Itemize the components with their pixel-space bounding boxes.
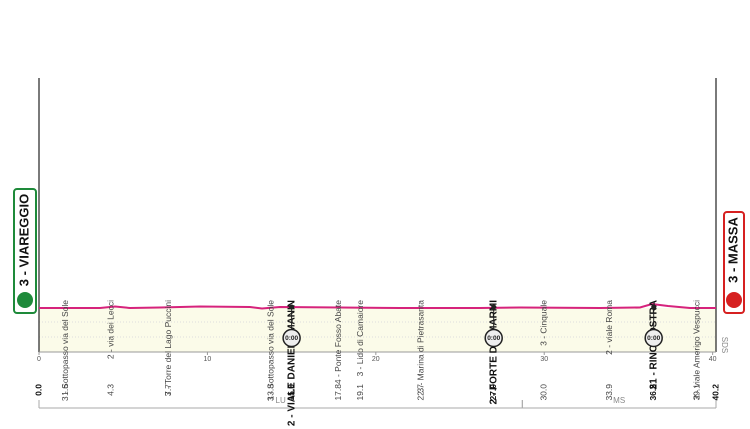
- waypoint-label: 3 - Cinquale: [538, 300, 548, 346]
- x-tick-label: 0: [37, 356, 41, 363]
- waypoint-label: 2 - VIALE DANIELE MANIN: [286, 300, 297, 426]
- km-label: 17.8: [333, 384, 343, 401]
- km-label: 33.9: [604, 384, 614, 401]
- km-label: 15.0: [286, 384, 296, 401]
- km-label: 1.6: [60, 384, 70, 396]
- timing-label: 0:00: [487, 335, 500, 342]
- waypoint-label: 3 - Lido di Camaiore: [355, 300, 365, 377]
- timing-icon: [282, 328, 301, 348]
- waypoint-label: 4 - Ponte Fosso Abate: [333, 300, 343, 384]
- km-label: 40.2: [710, 384, 720, 401]
- province-code: SDS: [720, 337, 729, 353]
- timing-icon: [644, 328, 663, 348]
- start-icon: [17, 292, 33, 308]
- km-label: 22.7: [416, 384, 426, 401]
- km-label: 13.8: [266, 384, 276, 401]
- waypoint-label: 2 - viale Roma: [604, 300, 614, 355]
- timing-point: [289, 304, 295, 310]
- x-tick-label: 40: [709, 356, 717, 363]
- x-tick-label: 30: [540, 356, 548, 363]
- x-tick-label: 20: [372, 356, 380, 363]
- waypoint-label: 3 - Sottopasso via del Sole: [60, 300, 70, 401]
- x-tick-label: 10: [204, 356, 212, 363]
- timing-label: 0:00: [647, 335, 660, 342]
- timing-label: 0:00: [285, 335, 298, 342]
- region-label: MS: [613, 396, 625, 405]
- km-label: 36.5: [648, 384, 658, 401]
- km-label: 30.0: [538, 384, 548, 401]
- waypoint-label: 3 - Marina di Pietrasanta: [416, 300, 426, 393]
- waypoint-label: 2 - FORTE DEI MARMI: [488, 300, 499, 405]
- finish-icon: [726, 292, 742, 308]
- waypoint-label: 3 - Sottopasso via del Sole: [266, 300, 276, 401]
- km-label: 39.1: [692, 384, 702, 401]
- timing-icon: [484, 328, 503, 348]
- km-label: 27.0: [488, 384, 498, 401]
- km-label: 7.7: [163, 384, 173, 396]
- km-label: 0.0: [33, 384, 43, 396]
- profile-area: [39, 308, 716, 352]
- km-label: 19.1: [355, 384, 365, 401]
- waypoint-label: 2 - viale Amerigo Vespucci: [692, 300, 702, 400]
- km-label: 4.3: [106, 384, 116, 396]
- start-box: [13, 188, 37, 314]
- finish-label: 3 - MASSA: [725, 217, 740, 283]
- waypoint-label: 2 - via dei Lecci: [106, 300, 116, 359]
- waypoint-label: 3 - Torre del Lago Puccini: [163, 300, 173, 396]
- start-label: 3 - VIAREGGIO: [16, 194, 31, 286]
- region-label: LU: [276, 396, 286, 405]
- timing-point: [651, 304, 657, 310]
- profile-line: [39, 302, 716, 310]
- finish-box: [723, 211, 745, 314]
- timing-point: [491, 304, 497, 310]
